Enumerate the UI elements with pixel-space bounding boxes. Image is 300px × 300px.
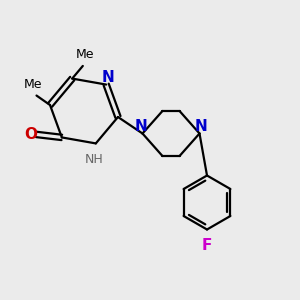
Text: N: N [135,119,147,134]
Text: Me: Me [24,78,42,91]
Text: N: N [195,119,207,134]
Text: F: F [202,238,212,253]
Text: N: N [101,70,114,86]
Text: Me: Me [76,47,94,61]
Text: O: O [24,127,38,142]
Text: NH: NH [85,153,104,166]
